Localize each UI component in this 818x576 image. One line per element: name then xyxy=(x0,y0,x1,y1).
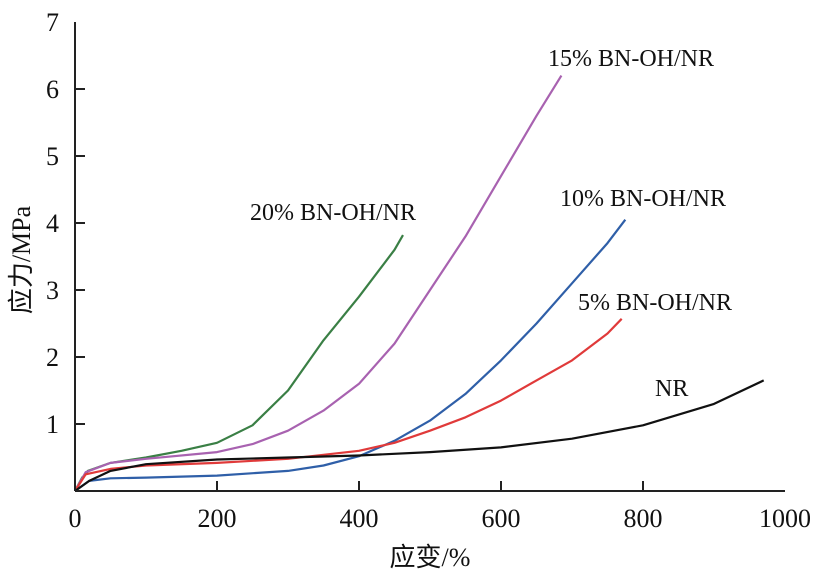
label-nr: NR xyxy=(655,376,688,402)
label-20pct: 20% BN-OH/NR xyxy=(250,200,416,226)
label-5pct: 5% BN-OH/NR xyxy=(578,290,732,316)
series-line-1 xyxy=(74,75,563,492)
x-tick-label: 600 xyxy=(482,504,521,533)
y-tick-label: 7 xyxy=(46,8,59,37)
y-tick-label: 1 xyxy=(46,410,59,439)
y-tick-label: 2 xyxy=(46,343,59,372)
y-tick-label: 3 xyxy=(46,276,59,305)
series-line-0 xyxy=(74,234,404,492)
y-tick-label: 5 xyxy=(46,142,59,171)
y-tick-label: 6 xyxy=(46,75,59,104)
series-line-3 xyxy=(74,318,623,492)
y-axis-label: 应力/MPa xyxy=(7,205,36,314)
series-line-4 xyxy=(74,379,765,492)
label-15pct: 15% BN-OH/NR xyxy=(548,46,714,72)
x-tick-label: 1000 xyxy=(759,504,811,533)
x-tick-label: 400 xyxy=(340,504,379,533)
x-tick-label: 800 xyxy=(624,504,663,533)
x-tick-label: 0 xyxy=(69,504,82,533)
series-line-2 xyxy=(74,219,627,492)
y-tick-label: 4 xyxy=(46,209,59,238)
x-tick-label: 200 xyxy=(198,504,237,533)
x-axis-label: 应变/% xyxy=(390,543,471,572)
label-10pct: 10% BN-OH/NR xyxy=(560,186,726,212)
